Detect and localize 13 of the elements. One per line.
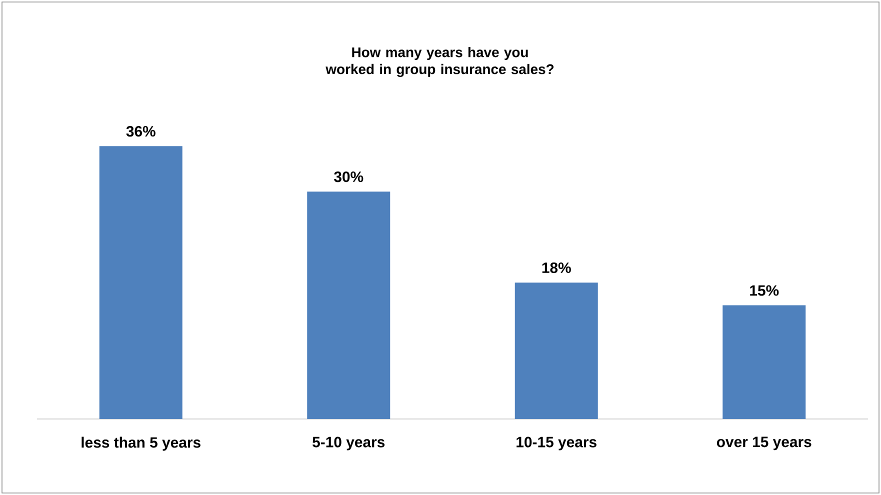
chart-title: How many years have you worked in group insurance sales? [326,46,554,77]
bar [99,146,182,419]
data-label: 36% [126,126,156,137]
data-label: 30% [334,171,364,182]
x-tick-label: less than 5 years [82,436,200,451]
bar [307,192,390,419]
bar [514,282,598,419]
bar [722,305,806,419]
x-tick-label: over 15 years [716,436,812,450]
data-label: 15% [750,285,779,296]
x-tick-label: 5-10 years [312,436,385,450]
x-tick-label: 10-15 years [516,436,596,450]
data-label: 18% [542,262,571,274]
